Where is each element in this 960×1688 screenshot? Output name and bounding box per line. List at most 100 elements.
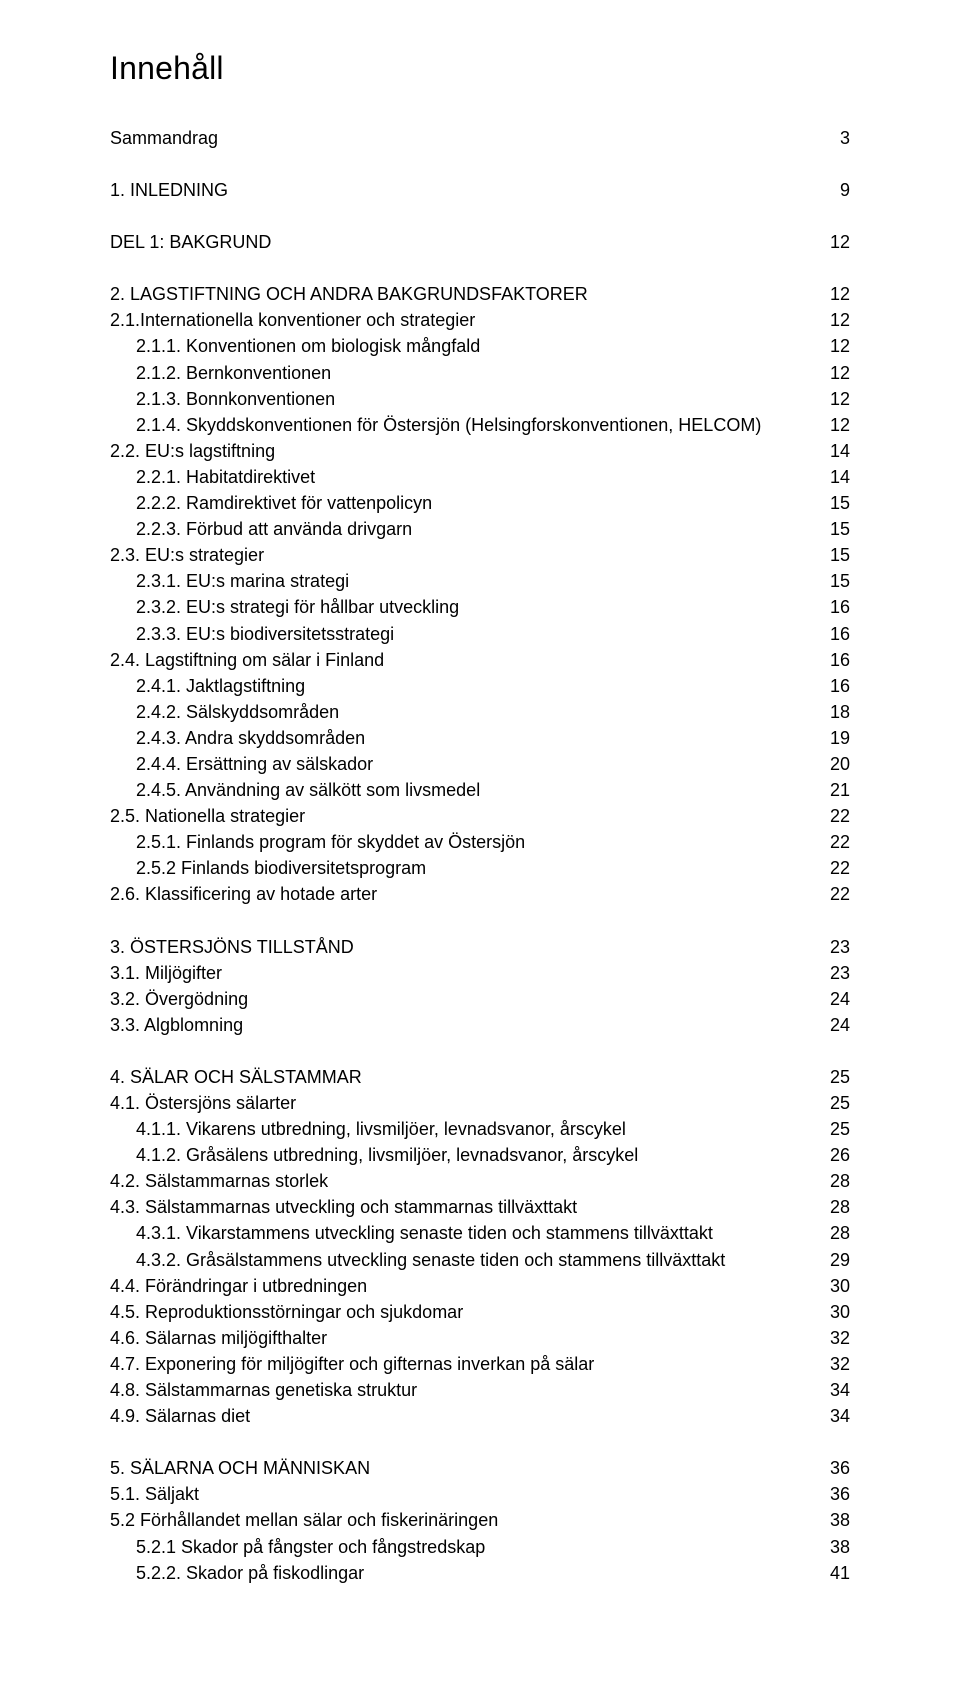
toc-label: 2.3.1. EU:s marina strategi — [110, 568, 349, 594]
toc-page: 23 — [806, 960, 850, 986]
toc-label: 1. INLEDNING — [110, 177, 228, 203]
toc-page: 25 — [806, 1116, 850, 1142]
toc-label: 2.1.3. Bonnkonventionen — [110, 386, 335, 412]
toc-page: 38 — [806, 1534, 850, 1560]
toc-row: 3. ÖSTERSJÖNS TILLSTÅND 23 — [110, 934, 850, 960]
toc-row: 2.1.3. Bonnkonventionen 12 — [110, 386, 850, 412]
toc-label: 2.3.3. EU:s biodiversitetsstrategi — [110, 621, 394, 647]
toc-page: 25 — [806, 1064, 850, 1090]
toc-page: 23 — [806, 934, 850, 960]
section-gap — [110, 255, 850, 281]
toc-page: 28 — [806, 1168, 850, 1194]
toc-label: 2.5.2 Finlands biodiversitetsprogram — [110, 855, 426, 881]
toc-page: 12 — [806, 386, 850, 412]
section-gap — [110, 151, 850, 177]
toc-label: 2.4.2. Sälskyddsområden — [110, 699, 339, 725]
toc-page: 21 — [806, 777, 850, 803]
toc-page: 34 — [806, 1377, 850, 1403]
toc-row: 2.3.2. EU:s strategi för hållbar utveckl… — [110, 594, 850, 620]
toc-label: 5.2 Förhållandet mellan sälar och fisker… — [110, 1507, 498, 1533]
toc-page: 24 — [806, 1012, 850, 1038]
toc-row: 3.3. Algblomning24 — [110, 1012, 850, 1038]
toc-row: 2.2.1. Habitatdirektivet 14 — [110, 464, 850, 490]
toc-label: Sammandrag — [110, 125, 218, 151]
toc-row: 2. LAGSTIFTNING OCH ANDRA BAKGRUNDSFAKTO… — [110, 281, 850, 307]
section-gap — [110, 1038, 850, 1064]
toc-page: 28 — [806, 1194, 850, 1220]
toc-page: 28 — [806, 1220, 850, 1246]
toc-label: 4.8. Sälstammarnas genetiska struktur — [110, 1377, 417, 1403]
toc-page: 22 — [806, 881, 850, 907]
toc-label: 2.3.2. EU:s strategi för hållbar utveckl… — [110, 594, 459, 620]
toc-label: 2.1.4. Skyddskonventionen för Östersjön … — [110, 412, 761, 438]
toc-label: 2.5. Nationella strategier — [110, 803, 305, 829]
toc-row: 4.7. Exponering för miljögifter och gift… — [110, 1351, 850, 1377]
toc-row: 4.3. Sälstammarnas utveckling och stamma… — [110, 1194, 850, 1220]
toc-row: 2.5.2 Finlands biodiversitetsprogram 22 — [110, 855, 850, 881]
toc-row: 2.4. Lagstiftning om sälar i Finland16 — [110, 647, 850, 673]
toc-label: 2.4.5. Användning av sälkött som livsmed… — [110, 777, 480, 803]
toc-label: 2.4.1. Jaktlagstiftning — [110, 673, 305, 699]
toc-page: 22 — [806, 803, 850, 829]
toc-row: 4.4. Förändringar i utbredningen30 — [110, 1273, 850, 1299]
toc-label: 2.1.2. Bernkonventionen — [110, 360, 331, 386]
toc-label: 2.4.3. Andra skyddsområden — [110, 725, 365, 751]
toc-row: 2.1.Internationella konventioner och str… — [110, 307, 850, 333]
toc-page: 38 — [806, 1507, 850, 1533]
toc-page: 16 — [806, 621, 850, 647]
toc-row: 2.6. Klassificering av hotade arter22 — [110, 881, 850, 907]
toc-row: 3.2. Övergödning24 — [110, 986, 850, 1012]
toc-page: 19 — [806, 725, 850, 751]
toc-row: 2.2. EU:s lagstiftning14 — [110, 438, 850, 464]
toc-page: 18 — [806, 699, 850, 725]
toc-row: 4.5. Reproduktionsstörningar och sjukdom… — [110, 1299, 850, 1325]
toc-page: 25 — [806, 1090, 850, 1116]
toc-row: 4. SÄLAR OCH SÄLSTAMMAR 25 — [110, 1064, 850, 1090]
toc-page: 12 — [806, 229, 850, 255]
toc-page: 26 — [806, 1142, 850, 1168]
toc-label: 3. ÖSTERSJÖNS TILLSTÅND — [110, 934, 354, 960]
toc-row: 2.5. Nationella strategier 22 — [110, 803, 850, 829]
toc-row: 5.2 Förhållandet mellan sälar och fisker… — [110, 1507, 850, 1533]
toc-label: 5.2.1 Skador på fångster och fångstredsk… — [110, 1534, 485, 1560]
toc-page: 22 — [806, 855, 850, 881]
section-gap — [110, 908, 850, 934]
toc-label: 4. SÄLAR OCH SÄLSTAMMAR — [110, 1064, 362, 1090]
toc-page: 24 — [806, 986, 850, 1012]
toc-label: DEL 1: BAKGRUND — [110, 229, 271, 255]
toc-row: 4.3.1. Vikarstammens utveckling senaste … — [110, 1220, 850, 1246]
toc-page: 30 — [806, 1273, 850, 1299]
toc-label: 3.1. Miljögifter — [110, 960, 222, 986]
toc-row: 2.1.4. Skyddskonventionen för Östersjön … — [110, 412, 850, 438]
toc-label: 5. SÄLARNA OCH MÄNNISKAN — [110, 1455, 370, 1481]
toc-row: 4.1.1. Vikarens utbredning, livsmiljöer,… — [110, 1116, 850, 1142]
toc-row: 2.4.3. Andra skyddsområden 19 — [110, 725, 850, 751]
toc-label: 4.1.2. Gråsälens utbredning, livsmiljöer… — [110, 1142, 638, 1168]
toc-row: 5.2.1 Skador på fångster och fångstredsk… — [110, 1534, 850, 1560]
toc-row: 2.4.5. Användning av sälkött som livsmed… — [110, 777, 850, 803]
toc-page: 32 — [806, 1351, 850, 1377]
toc-row: 2.1.2. Bernkonventionen12 — [110, 360, 850, 386]
toc-row: 5. SÄLARNA OCH MÄNNISKAN36 — [110, 1455, 850, 1481]
toc-row: 2.4.2. Sälskyddsområden 18 — [110, 699, 850, 725]
toc-label: 4.2. Sälstammarnas storlek — [110, 1168, 328, 1194]
toc-row: DEL 1: BAKGRUND 12 — [110, 229, 850, 255]
toc-label: 2.2.1. Habitatdirektivet — [110, 464, 315, 490]
toc-page: 14 — [806, 464, 850, 490]
toc-page: 22 — [806, 829, 850, 855]
toc-label: 4.9. Sälarnas diet — [110, 1403, 250, 1429]
toc-page: 36 — [806, 1481, 850, 1507]
toc-row: Sammandrag3 — [110, 125, 850, 151]
toc-label: 2. LAGSTIFTNING OCH ANDRA BAKGRUNDSFAKTO… — [110, 281, 588, 307]
toc-label: 2.4.4. Ersättning av sälskador — [110, 751, 373, 777]
toc-label: 2.3. EU:s strategier — [110, 542, 264, 568]
toc-page: 15 — [806, 568, 850, 594]
toc-label: 2.1.Internationella konventioner och str… — [110, 307, 475, 333]
toc-label: 4.3.1. Vikarstammens utveckling senaste … — [110, 1220, 713, 1246]
toc-row: 4.8. Sälstammarnas genetiska struktur 34 — [110, 1377, 850, 1403]
toc-page: 12 — [806, 307, 850, 333]
toc-row: 2.3. EU:s strategier15 — [110, 542, 850, 568]
toc-label: 4.3.2. Gråsälstammens utveckling senaste… — [110, 1247, 725, 1273]
toc-row: 5.2.2. Skador på fiskodlingar41 — [110, 1560, 850, 1586]
toc-row: 5.1. Säljakt36 — [110, 1481, 850, 1507]
